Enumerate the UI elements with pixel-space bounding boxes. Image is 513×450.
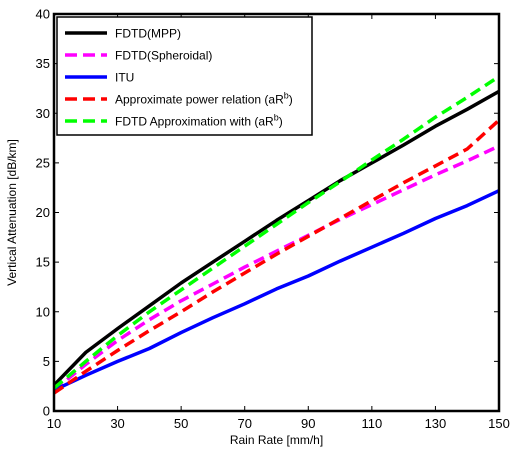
x-tick-label: 50 <box>174 416 188 431</box>
series-line-1 <box>52 89 500 387</box>
legend-label: ITU <box>115 71 134 85</box>
legend-label-superscript: b <box>284 91 289 101</box>
y-tick-label: 20 <box>36 205 50 220</box>
x-tick-label: 30 <box>110 416 124 431</box>
plot-frame <box>52 12 501 413</box>
legend-label-text: ITU <box>115 71 134 85</box>
legend-label-suffix: ) <box>289 93 293 107</box>
legend-label-text: Approximate power relation (aR <box>115 93 284 107</box>
legend-label: FDTD(Spheroidal) <box>115 49 212 63</box>
legend-label-text: FDTD(Spheroidal) <box>115 49 212 63</box>
legend-label-superscript: b <box>274 113 279 123</box>
series-line-5 <box>52 75 500 390</box>
x-tick-label: 150 <box>488 416 510 431</box>
x-tick-label: 110 <box>361 416 382 431</box>
legend: FDTD(MPP) FDTD(Spheroidal) ITU Approximate … <box>56 16 313 136</box>
y-tick-label: 40 <box>36 7 50 22</box>
legend-label: FDTD Approximation with (aRb) <box>115 113 283 129</box>
y-tick-label: 35 <box>36 56 50 71</box>
y-tick-label: 25 <box>36 155 50 170</box>
x-tick-label: 90 <box>301 416 315 431</box>
y-tick-label: 5 <box>43 354 50 369</box>
y-tick-label: 10 <box>36 304 50 319</box>
plot-lines <box>52 75 501 395</box>
x-tick-label: 130 <box>425 416 447 431</box>
x-tick-label: 70 <box>237 416 251 431</box>
y-tick-label: 30 <box>36 106 50 121</box>
series-line-3 <box>53 189 500 392</box>
series-line-2 <box>52 144 500 392</box>
x-tick-label: 10 <box>47 416 61 431</box>
x-axis-label: Rain Rate [mm/h] <box>230 433 323 447</box>
legend-label: FDTD(MPP) <box>115 27 181 41</box>
legend-label-text: FDTD(MPP) <box>115 27 181 41</box>
axis-ticks: 10 30 50 70 90 110 130 150 0 5 10 15 20 25 30 35 40 <box>36 7 510 432</box>
series-line-4 <box>53 118 501 395</box>
legend-label: Approximate power relation (aRb) <box>115 91 293 107</box>
legend-label-text: FDTD Approximation with (aR <box>115 115 274 129</box>
y-axis-label: Vertical Attenuation [dB/km] <box>5 139 19 286</box>
legend-label-suffix: ) <box>279 115 283 129</box>
y-tick-label: 15 <box>36 255 50 270</box>
y-tick-label: 0 <box>43 404 50 419</box>
